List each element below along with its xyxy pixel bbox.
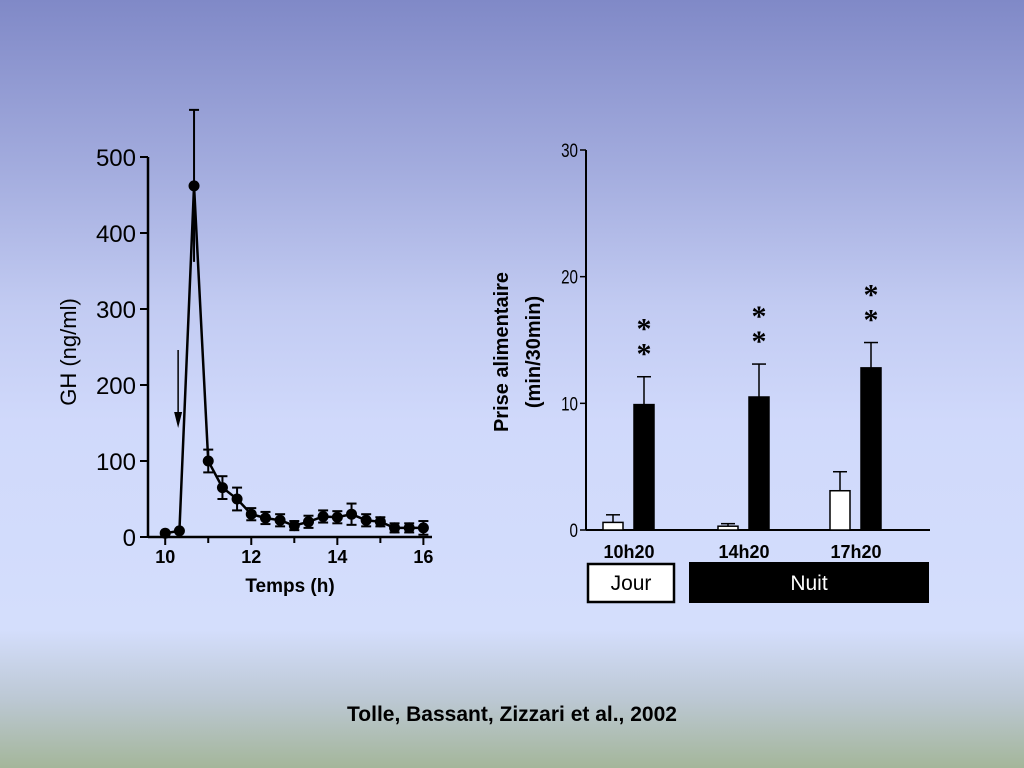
y-tick-label: 20 <box>561 266 578 288</box>
significance-star: * <box>637 338 652 371</box>
y-axis-title: GH (ng/ml) <box>56 298 81 406</box>
data-point <box>288 520 300 532</box>
period-label-jour: Jour <box>611 572 652 595</box>
bar <box>829 489 851 531</box>
x-axis-title: Temps (h) <box>245 576 334 597</box>
data-point <box>216 482 228 494</box>
data-point <box>403 522 415 534</box>
significance-star: * <box>637 313 652 346</box>
x-tick-label: 14 <box>327 547 347 567</box>
y-tick-label: 500 <box>96 145 136 172</box>
x-tick-label: 16 <box>413 547 433 567</box>
significance-star: * <box>752 325 767 358</box>
y-axis-title-line1: Prise alimentaire <box>491 272 513 432</box>
data-point <box>231 493 243 505</box>
significance-star: * <box>752 300 767 333</box>
data-point <box>245 508 257 520</box>
bar <box>717 525 739 531</box>
y-tick-label: 400 <box>96 221 136 248</box>
significance-star: * <box>864 304 879 337</box>
y-tick-label: 200 <box>96 373 136 400</box>
data-point <box>259 512 271 524</box>
bar <box>748 396 770 531</box>
bar <box>633 403 655 531</box>
gh-line-chart: 0 100 200 300 400 500 10 12 14 16 Temps (h) GH (ng/… <box>56 108 433 597</box>
injection-arrow-head <box>174 412 183 428</box>
x-tick-label: 12 <box>241 547 261 567</box>
data-point <box>159 527 171 539</box>
y-tick-label: 30 <box>561 139 578 161</box>
period-box-jour <box>586 562 676 604</box>
data-point <box>360 514 372 526</box>
x-tick-label: 10 <box>155 547 175 567</box>
data-point <box>331 511 343 523</box>
bar <box>860 367 882 531</box>
x-category-label: 17h20 <box>830 542 881 562</box>
x-category-label: 10h20 <box>603 542 654 562</box>
y-tick-label: 0 <box>570 519 578 541</box>
significance-star: * <box>864 279 879 312</box>
period-label-nuit: Nuit <box>790 572 828 595</box>
bar <box>602 521 624 531</box>
y-tick-label: 100 <box>96 449 136 476</box>
data-point <box>317 510 329 522</box>
data-point <box>346 508 358 520</box>
citation: Tolle, Bassant, Zizzari et al., 2002 <box>347 703 677 726</box>
y-tick-label: 10 <box>561 393 578 415</box>
period-box-nuit <box>689 562 929 603</box>
data-point <box>417 522 429 534</box>
data-point <box>374 516 386 528</box>
data-point <box>188 180 200 192</box>
data-point <box>303 516 315 528</box>
data-point <box>389 522 401 534</box>
y-tick-label: 0 <box>123 525 136 552</box>
x-category-label: 14h20 <box>718 542 769 562</box>
data-point <box>274 514 286 526</box>
data-point <box>202 455 214 467</box>
y-tick-label: 300 <box>96 297 136 324</box>
y-axis-title-line2: (min/30min) <box>523 296 545 408</box>
series-line <box>165 185 424 535</box>
data-point <box>173 525 185 537</box>
